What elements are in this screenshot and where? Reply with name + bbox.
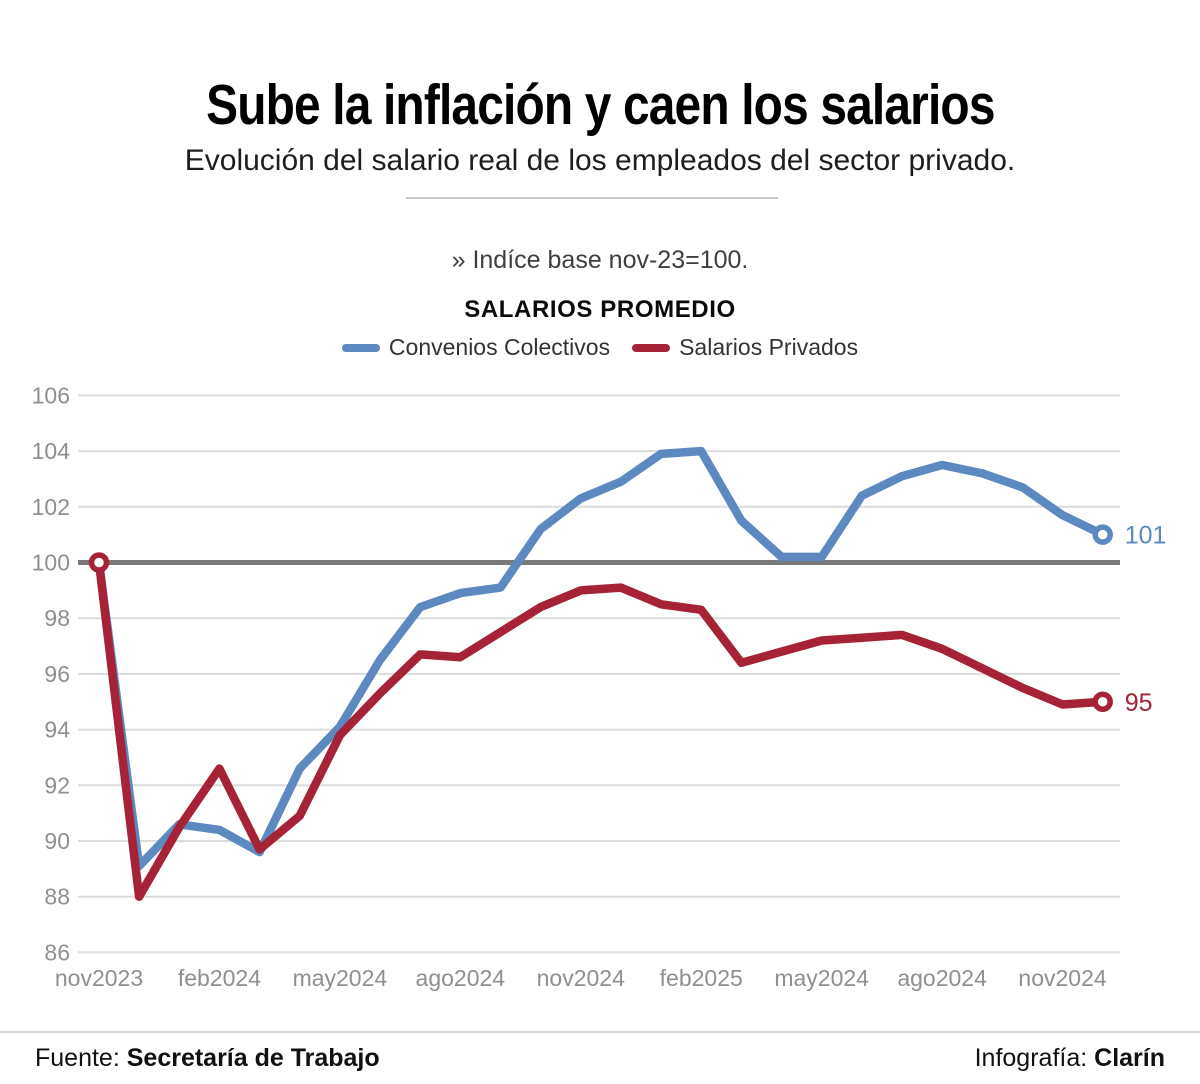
x-axis-tick-label: may2024 <box>774 965 869 991</box>
index-base-note: » Indíce base nov-23=100. <box>451 246 749 274</box>
series-line-salarios-privados <box>94 558 1107 901</box>
y-axis-tick-label: 94 <box>44 717 70 743</box>
subtitle: Evolución del salario real de los emplea… <box>184 144 1016 177</box>
y-axis-tick-label: 96 <box>44 661 70 687</box>
credit-name: Clarín <box>1094 1044 1165 1072</box>
y-axis-tick-label: 104 <box>32 438 71 464</box>
data-point-marker <box>88 552 110 573</box>
legend-item-salarios-privados: Salarios Privados <box>632 334 858 361</box>
y-axis-tick-label: 86 <box>44 939 70 965</box>
y-axis-tick-label: 102 <box>32 494 70 520</box>
legend-item-convenios-colectivos: Convenios Colectivos <box>341 334 611 361</box>
source-name: Secretaría de Trabajo <box>126 1044 380 1072</box>
data-point-marker <box>1092 524 1113 545</box>
x-axis-tick-label: ago2024 <box>897 965 987 991</box>
infographic-credit: Infografía: Clarín <box>975 1044 1165 1073</box>
source-label: Fuente: <box>35 1044 120 1072</box>
x-axis-tick-label: may2024 <box>293 965 388 991</box>
y-axis-tick-label: 106 <box>32 382 70 408</box>
legend-label-salarios-privados: Salarios Privados <box>679 334 859 360</box>
y-axis-tick-label: 92 <box>44 772 70 798</box>
x-axis-tick-label: feb2025 <box>660 965 743 991</box>
y-axis-tick-label: 98 <box>44 605 70 631</box>
section-divider <box>406 197 778 199</box>
data-point-marker <box>1092 691 1113 712</box>
footer-divider <box>0 1031 1200 1033</box>
page-title: Sube la inflación y caen los salarios <box>0 72 1200 138</box>
y-axis-tick-label: 88 <box>44 884 70 910</box>
chart-title: SALARIOS PROMEDIO <box>464 296 736 323</box>
series-end-value-label: 101 <box>1125 522 1167 550</box>
x-axis-tick-label: feb2024 <box>178 965 261 991</box>
y-axis-tick-label: 100 <box>32 550 70 576</box>
x-axis-tick-label: ago2024 <box>416 965 506 991</box>
x-axis-tick-label: nov2023 <box>55 965 143 991</box>
y-axis-tick-label: 90 <box>44 828 70 854</box>
legend-swatch-salarios-privados-icon <box>632 343 671 352</box>
series-line-convenios-colectivos <box>94 446 1107 871</box>
credit-label: Infografía: <box>974 1044 1088 1072</box>
chart-legend: Convenios Colectivos Salarios Privados <box>0 334 1200 361</box>
source-credit: Fuente: Secretaría de Trabajo <box>35 1044 380 1073</box>
x-axis-tick-label: nov2024 <box>537 965 625 991</box>
legend-swatch-convenios-colectivos-icon <box>341 343 380 352</box>
footer: Fuente: Secretaría de Trabajo Infografía… <box>35 1044 1165 1073</box>
legend-label-convenios-colectivos: Convenios Colectivos <box>388 334 611 360</box>
page-title-text: Sube la inflación y caen los salarios <box>205 73 995 138</box>
series-end-value-label: 95 <box>1125 689 1153 717</box>
x-axis-tick-label: nov2024 <box>1018 965 1106 991</box>
